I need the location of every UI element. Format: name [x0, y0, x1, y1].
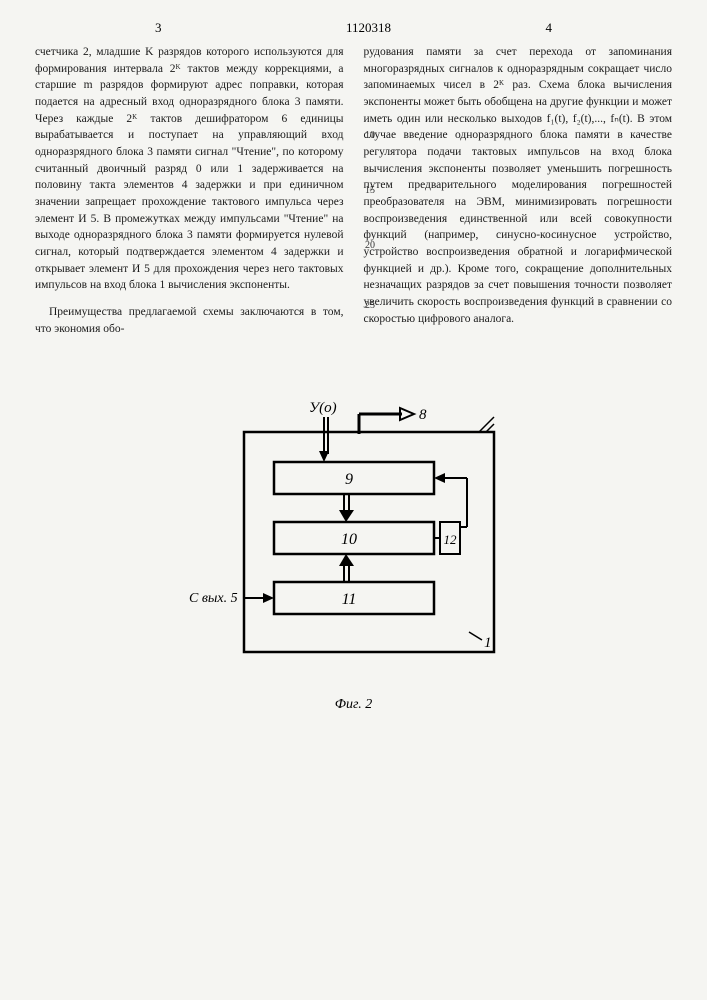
right-column: рудования памяти за счет перехода от зап…	[364, 44, 673, 337]
right-para-1: рудования памяти за счет перехода от зап…	[364, 44, 673, 327]
box-11-label: 11	[341, 591, 356, 608]
diagram-caption: Фиг. 2	[35, 697, 672, 713]
page-number-center: 1120318	[346, 20, 391, 36]
line-number-10: 10	[365, 130, 375, 141]
box-12-label: 12	[443, 532, 457, 547]
text-columns: счетчика 2, младшие K разрядов которого …	[35, 44, 672, 337]
line-number-25: 25	[365, 300, 375, 311]
label-y-o: У(о)	[309, 400, 337, 416]
diagram-container: У(о) 8 9	[35, 392, 672, 682]
label-s-vhx: С вых. 5	[189, 591, 238, 606]
block-diagram: У(о) 8 9	[184, 392, 524, 682]
label-8: 8	[419, 407, 427, 423]
left-column: счетчика 2, младшие K разрядов которого …	[35, 44, 344, 337]
line-number-20: 20	[365, 240, 375, 251]
page-number-right: 4	[546, 20, 553, 36]
line-number-15: 15	[365, 185, 375, 196]
label-1: 1	[484, 635, 492, 651]
box-9-label: 9	[345, 471, 353, 488]
left-para-2: Преимущества предлагаемой схемы заключаю…	[35, 304, 344, 337]
left-para-1: счетчика 2, младшие K разрядов которого …	[35, 44, 344, 294]
page-number-left: 3	[155, 20, 162, 36]
diagram-svg: У(о) 8 9	[184, 392, 524, 682]
box-10-label: 10	[341, 531, 357, 548]
